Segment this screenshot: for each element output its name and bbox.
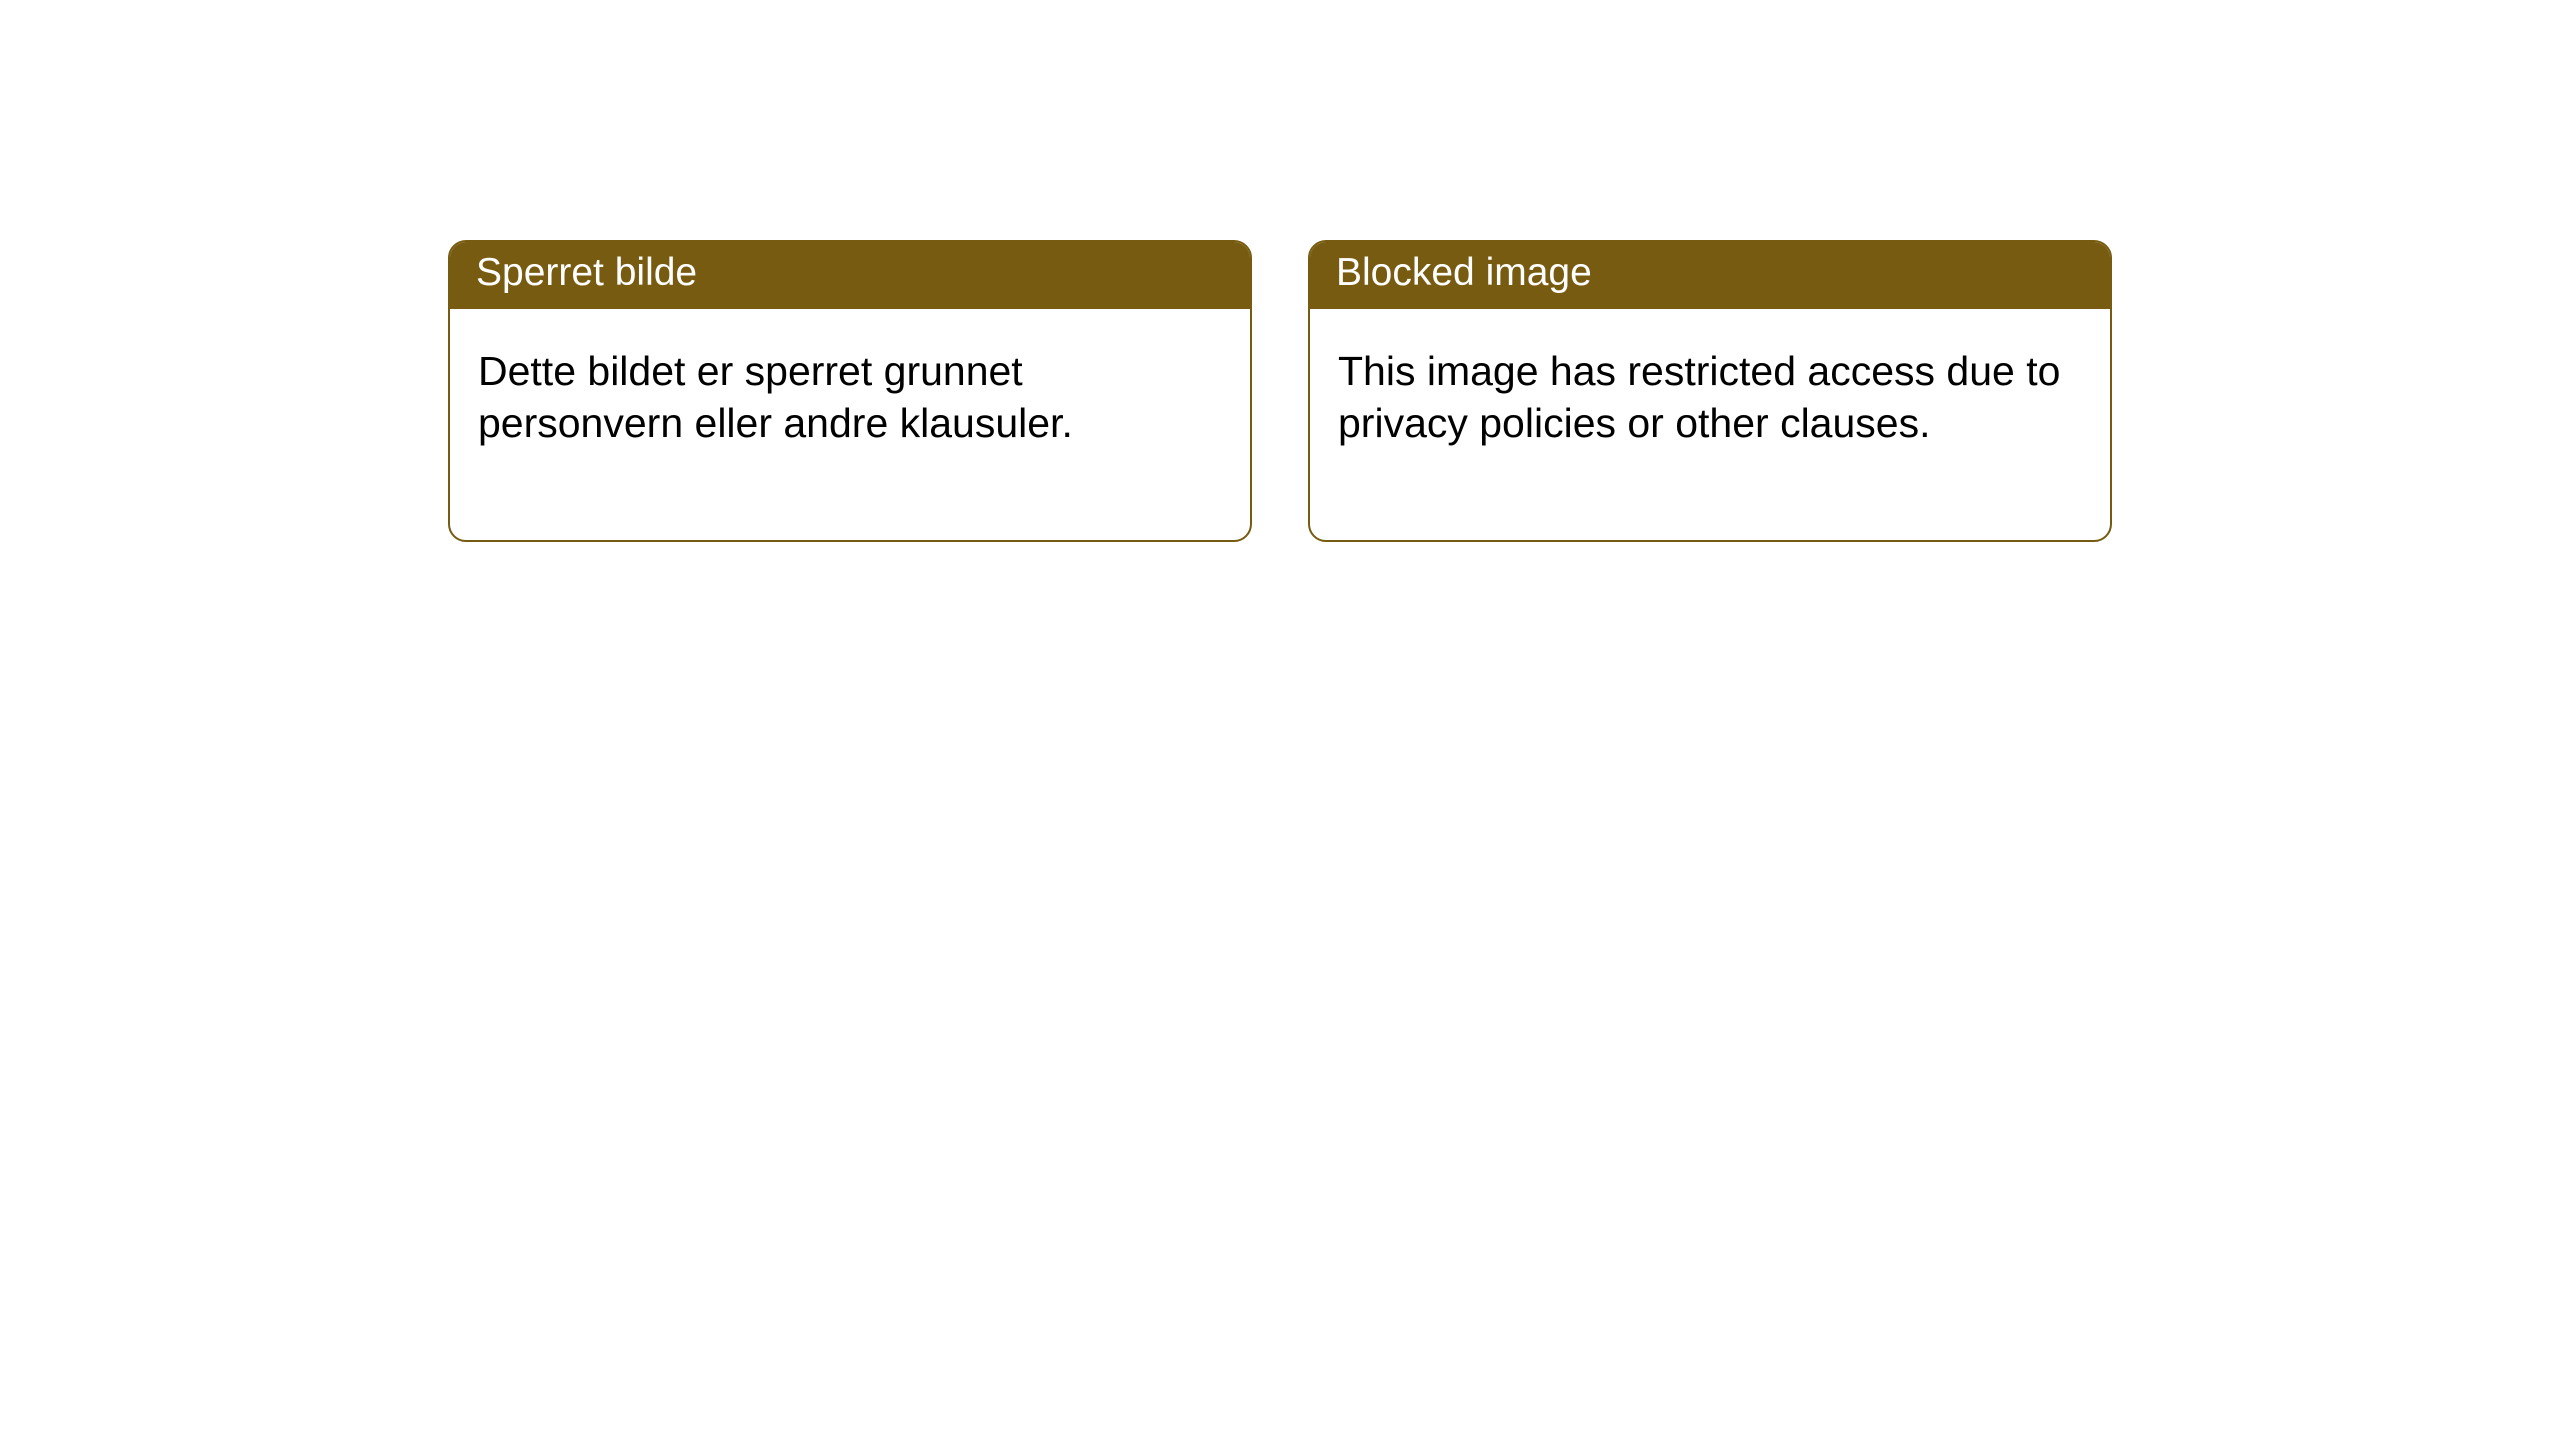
card-title-en: Blocked image <box>1310 242 2110 309</box>
card-body-en: This image has restricted access due to … <box>1310 309 2110 540</box>
blocked-image-card-no: Sperret bilde Dette bildet er sperret gr… <box>448 240 1252 542</box>
card-body-no: Dette bildet er sperret grunnet personve… <box>450 309 1250 540</box>
notice-container: Sperret bilde Dette bildet er sperret gr… <box>0 0 2560 542</box>
card-title-no: Sperret bilde <box>450 242 1250 309</box>
blocked-image-card-en: Blocked image This image has restricted … <box>1308 240 2112 542</box>
